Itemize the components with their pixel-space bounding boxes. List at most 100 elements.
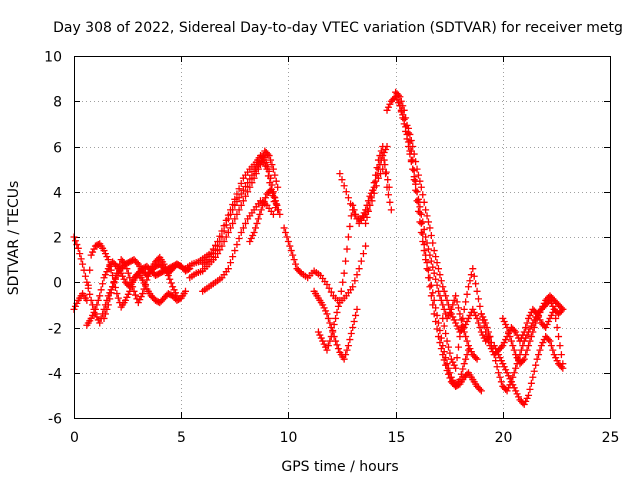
data-point: [271, 171, 279, 179]
data-point: [546, 337, 554, 345]
grid: [74, 56, 610, 418]
data-point: [519, 357, 527, 365]
series-track-14: [362, 143, 395, 227]
data-point: [522, 351, 530, 359]
data-point: [453, 354, 461, 362]
data-point: [94, 296, 102, 304]
data-point: [349, 206, 357, 214]
data-point: [262, 162, 270, 170]
data-point: [539, 339, 547, 347]
data-point: [416, 203, 424, 211]
data-point: [284, 238, 292, 246]
data-point: [443, 337, 451, 345]
data-point: [320, 340, 328, 348]
data-point: [400, 120, 408, 128]
data-point: [272, 177, 280, 185]
data-point: [510, 384, 518, 392]
data-point: [472, 354, 480, 362]
x-tick-label: 15: [388, 430, 406, 446]
data-point: [420, 198, 428, 206]
data-point: [483, 324, 491, 331]
data-point: [399, 114, 407, 122]
data-point: [394, 91, 402, 99]
data-point: [127, 278, 135, 286]
data-point: [397, 97, 405, 105]
data-point: [413, 165, 421, 173]
data-point: [317, 334, 325, 342]
data-point: [410, 150, 418, 158]
data-point: [90, 245, 98, 253]
data-point: [269, 210, 277, 218]
series-track-5: [181, 152, 282, 273]
data-series: [70, 88, 567, 408]
data-point: [233, 198, 241, 206]
data-point: [71, 237, 79, 245]
data-point: [513, 390, 521, 398]
data-point: [369, 186, 377, 194]
data-point: [93, 313, 101, 321]
data-point: [320, 304, 328, 312]
data-point: [559, 305, 567, 313]
data-point: [414, 195, 422, 203]
x-axis-label: GPS time / hours: [281, 459, 398, 475]
data-point: [248, 171, 256, 179]
data-point: [523, 331, 531, 339]
data-point: [121, 260, 129, 268]
series-track-6: [186, 147, 282, 282]
data-point: [440, 322, 448, 330]
data-point: [355, 265, 363, 273]
data-point: [343, 346, 351, 354]
data-point: [520, 355, 528, 363]
data-point: [89, 248, 97, 256]
data-point: [139, 290, 147, 298]
data-point: [383, 183, 391, 191]
y-tick-label: 0: [53, 276, 62, 292]
data-point: [523, 346, 531, 354]
data-point: [424, 245, 432, 253]
data-point: [382, 170, 390, 178]
data-point: [522, 334, 530, 342]
data-point: [447, 373, 455, 381]
data-point: [103, 253, 111, 261]
data-point: [512, 328, 520, 336]
data-point: [314, 328, 322, 336]
data-point: [83, 278, 91, 286]
data-point: [347, 200, 355, 208]
data-point: [499, 360, 507, 368]
data-point: [509, 342, 517, 350]
data-point: [515, 393, 523, 401]
data-point: [268, 161, 276, 169]
data-point: [423, 259, 431, 267]
data-point: [452, 364, 460, 372]
y-tick-label: -6: [48, 412, 62, 428]
data-point: [384, 176, 392, 184]
data-point: [237, 228, 245, 236]
data-point: [545, 336, 553, 344]
data-point: [362, 242, 370, 250]
data-point: [463, 317, 471, 325]
data-point: [436, 271, 444, 279]
data-point: [97, 286, 105, 294]
data-point: [242, 192, 250, 200]
data-point: [439, 314, 447, 322]
data-point: [403, 135, 411, 143]
data-point: [367, 194, 375, 202]
data-point: [176, 262, 184, 270]
data-point: [296, 268, 304, 276]
data-point: [319, 337, 327, 345]
data-point: [342, 351, 350, 359]
data-point: [527, 379, 535, 387]
data-point: [486, 333, 494, 341]
data-point: [547, 342, 555, 350]
data-point: [233, 241, 241, 249]
data-point: [505, 328, 513, 336]
data-point: [377, 147, 385, 155]
data-point: [346, 222, 354, 230]
data-point: [347, 212, 355, 220]
data-point: [500, 317, 508, 325]
data-point: [447, 355, 455, 363]
data-point: [512, 351, 520, 359]
data-point: [419, 191, 427, 199]
data-point: [542, 324, 550, 331]
data-point: [549, 346, 557, 354]
